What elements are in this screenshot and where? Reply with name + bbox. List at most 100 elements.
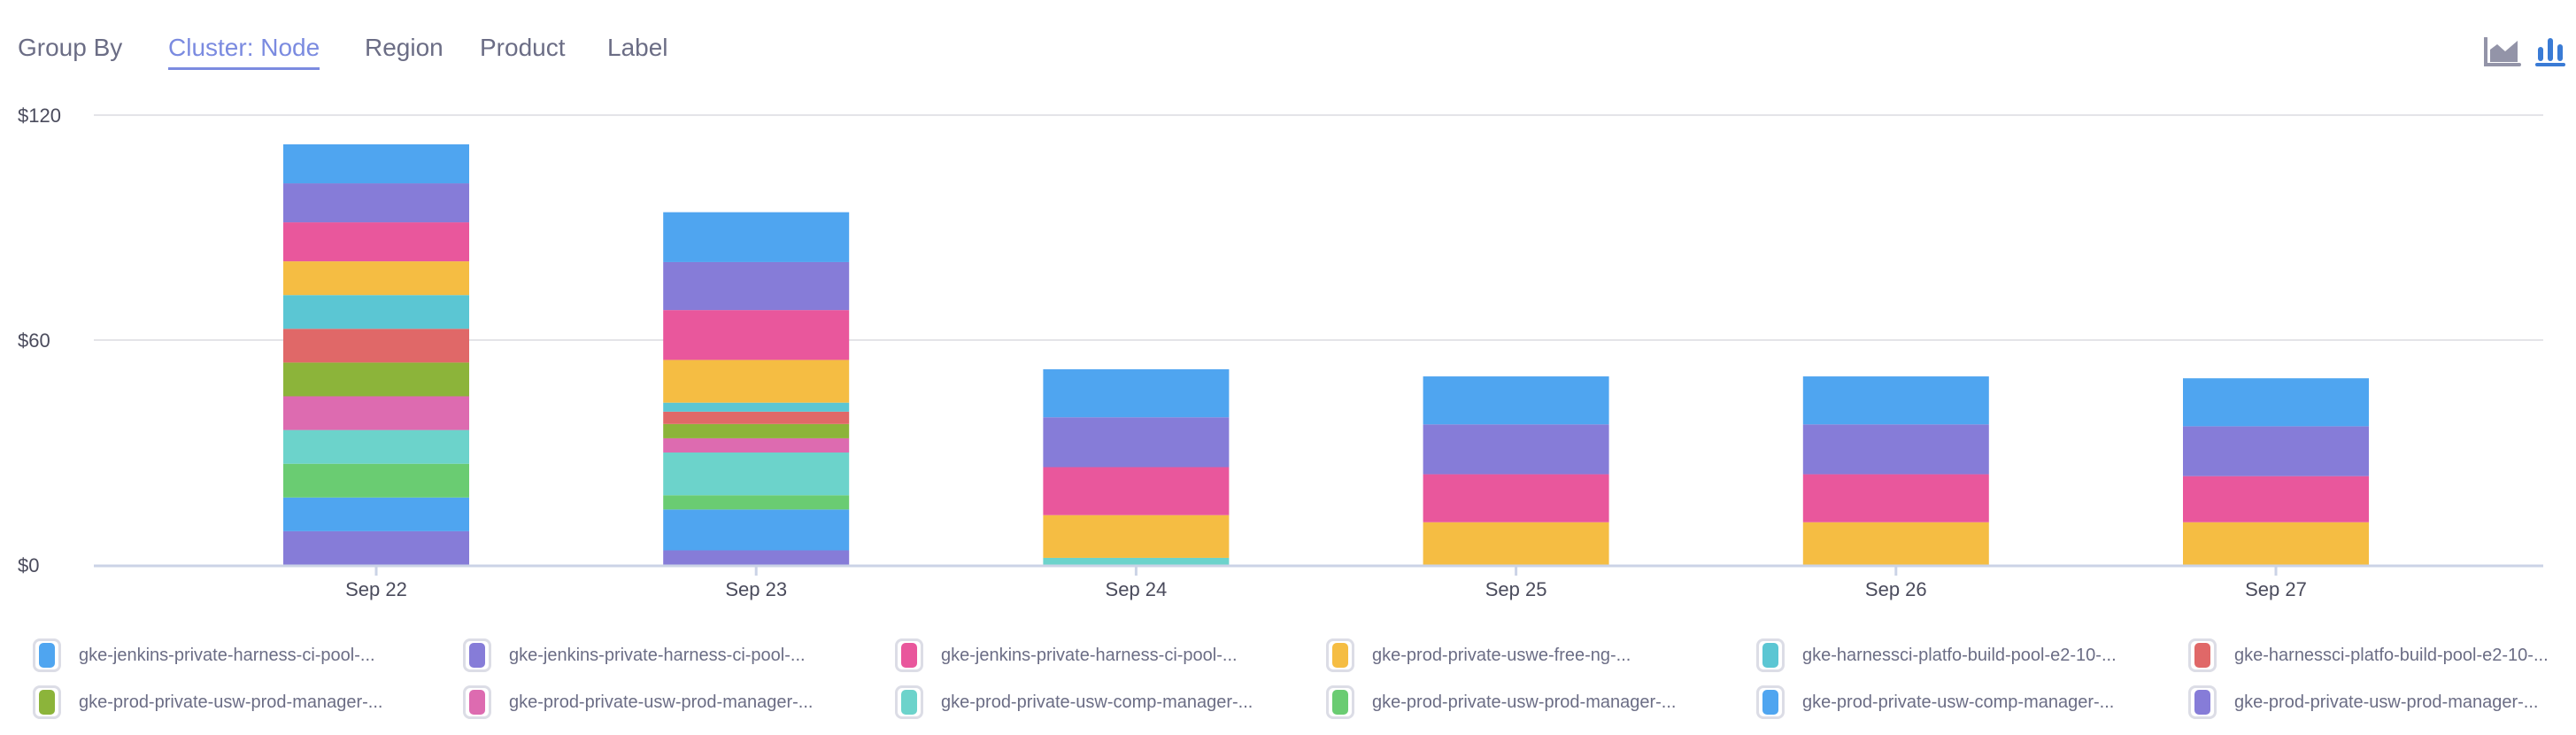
bar-segment	[663, 402, 850, 412]
area-chart-icon[interactable]	[2484, 36, 2521, 72]
legend-label: gke-jenkins-private-harness-ci-pool-...	[941, 645, 1238, 665]
legend-label: gke-jenkins-private-harness-ci-pool-...	[509, 645, 806, 665]
bar-segment	[283, 530, 469, 565]
legend-swatch[interactable]	[895, 685, 923, 719]
legend-label: gke-harnessci-platfo-build-pool-e2-10-..…	[2234, 645, 2549, 665]
stacked-bar-chart: $0 $60 $120 Sep 22 Sep 23 Sep 24 Sep 25 Sep 26 S…	[18, 104, 2543, 600]
bar-segment	[283, 222, 469, 262]
legend-label: gke-harnessci-platfo-build-pool-e2-10-..…	[1802, 645, 2117, 665]
bar-segment	[663, 437, 850, 453]
legend-label: gke-prod-private-usw-comp-manager-...	[941, 692, 1253, 712]
legend-label: gke-prod-private-usw-prod-manager-...	[2234, 692, 2539, 712]
legend-label: gke-jenkins-private-harness-ci-pool-...	[79, 645, 375, 665]
bar-segment	[1423, 474, 1609, 522]
legend-color	[469, 690, 485, 715]
bar-segment	[663, 310, 850, 360]
legend-label: gke-prod-private-usw-prod-manager-...	[79, 692, 383, 712]
legend-swatch[interactable]	[895, 638, 923, 672]
legend-swatch[interactable]	[1756, 685, 1785, 719]
y-tick-label: $60	[18, 329, 50, 352]
tab-cluster-node[interactable]: Cluster: Node	[168, 34, 320, 70]
legend-color	[901, 690, 917, 715]
bar-segment	[663, 261, 850, 311]
tab-label[interactable]: Label	[607, 34, 668, 61]
legend-swatch[interactable]	[33, 685, 61, 719]
legend-color	[2194, 690, 2210, 715]
bar-chart-icon[interactable]	[2535, 37, 2567, 72]
legend-color	[901, 643, 917, 668]
legend-swatch[interactable]	[2188, 685, 2217, 719]
legend-color	[39, 643, 55, 668]
legend-item[interactable]: gke-prod-private-uswe-free-ng-...	[1326, 638, 1631, 673]
bar-segment	[283, 183, 469, 223]
legend-item[interactable]: gke-harnessci-platfo-build-pool-e2-10-..…	[2188, 638, 2549, 673]
x-tick-label: Sep 27	[2245, 578, 2307, 600]
legend-color	[1332, 690, 1348, 715]
bar-segment	[1043, 369, 1230, 418]
tab-product[interactable]: Product	[480, 34, 566, 61]
bar-segment	[1043, 417, 1230, 468]
legend-color	[2194, 643, 2210, 668]
bar-segment	[1423, 522, 1609, 565]
bar-segment	[1043, 514, 1230, 558]
y-tick-label: $0	[18, 554, 39, 576]
bar-segment	[1043, 467, 1230, 515]
legend-item[interactable]: gke-harnessci-platfo-build-pool-e2-10-..…	[1756, 638, 2117, 673]
legend-color	[1332, 643, 1348, 668]
legend-item[interactable]: gke-jenkins-private-harness-ci-pool-...	[895, 638, 1238, 673]
bar-segment	[283, 295, 469, 329]
group-by-label: Group By	[18, 34, 123, 61]
x-tick-label: Sep 26	[1865, 578, 1927, 600]
bar-segment	[663, 509, 850, 551]
x-tick-label: Sep 25	[1485, 578, 1547, 600]
legend-label: gke-prod-private-uswe-free-ng-...	[1372, 645, 1631, 665]
bar-segment	[663, 495, 850, 510]
legend-color	[1762, 690, 1778, 715]
bar-segment	[283, 429, 469, 464]
bar-segment	[283, 463, 469, 498]
legend-color	[39, 690, 55, 715]
bar-segment	[1043, 557, 1230, 565]
bar-segment	[283, 362, 469, 397]
legend-color	[469, 643, 485, 668]
legend-swatch[interactable]	[463, 638, 491, 672]
bar-segment	[283, 497, 469, 531]
legend-swatch[interactable]	[1756, 638, 1785, 672]
x-tick-label: Sep 23	[725, 578, 787, 600]
legend-item[interactable]: gke-prod-private-usw-prod-manager-...	[2188, 685, 2538, 720]
y-tick-label: $120	[18, 104, 61, 127]
bar-segment	[2183, 378, 2369, 427]
legend-item[interactable]: gke-jenkins-private-harness-ci-pool-...	[33, 638, 375, 673]
bar-segment	[283, 261, 469, 296]
legend-item[interactable]: gke-prod-private-usw-comp-manager-...	[1756, 685, 2114, 720]
legend-label: gke-prod-private-usw-comp-manager-...	[1802, 692, 2115, 712]
bar-segment	[2183, 476, 2369, 522]
bar-segment	[283, 144, 469, 184]
bar-segment	[283, 396, 469, 430]
legend-item[interactable]: gke-prod-private-usw-prod-manager-...	[1326, 685, 1676, 720]
tab-region[interactable]: Region	[365, 34, 443, 61]
bar-segment	[663, 453, 850, 496]
legend-item[interactable]: gke-jenkins-private-harness-ci-pool-...	[463, 638, 806, 673]
legend-swatch[interactable]	[33, 638, 61, 672]
bar-segment	[663, 360, 850, 403]
bar-segment	[283, 329, 469, 363]
legend-swatch[interactable]	[463, 685, 491, 719]
bar-segment	[2183, 426, 2369, 476]
legend-label: gke-prod-private-usw-prod-manager-...	[509, 692, 814, 712]
legend-item[interactable]: gke-prod-private-usw-prod-manager-...	[463, 685, 813, 720]
x-tick-label: Sep 24	[1106, 578, 1168, 600]
bar-segment	[1423, 376, 1609, 425]
bar-segment	[663, 423, 850, 438]
legend-swatch[interactable]	[2188, 638, 2217, 672]
bar-segment	[663, 550, 850, 565]
legend-item[interactable]: gke-prod-private-usw-comp-manager-...	[895, 685, 1253, 720]
bar-segment	[2183, 522, 2369, 565]
bar-segment	[1802, 522, 1989, 565]
legend-item[interactable]: gke-prod-private-usw-prod-manager-...	[33, 685, 382, 720]
legend-color	[1762, 643, 1778, 668]
bar-segment	[1423, 424, 1609, 475]
legend-swatch[interactable]	[1326, 638, 1354, 672]
bar-segment	[663, 212, 850, 262]
legend-swatch[interactable]	[1326, 685, 1354, 719]
